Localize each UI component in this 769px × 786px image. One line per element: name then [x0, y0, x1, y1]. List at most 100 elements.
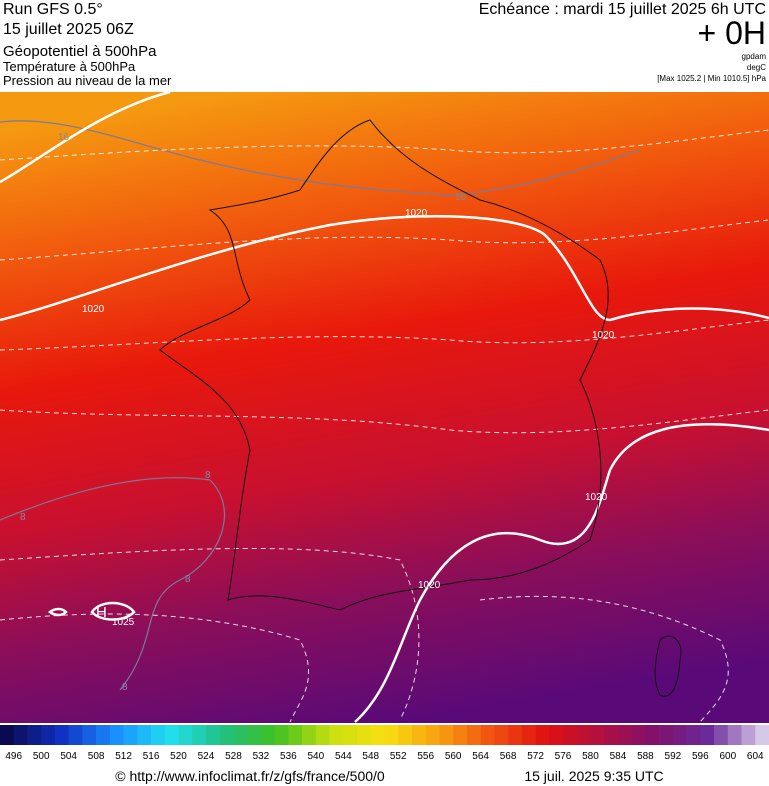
coastline — [159, 119, 609, 611]
scale-label: 604 — [747, 751, 764, 762]
temp-label: 8 — [20, 512, 26, 523]
scale-swatch — [233, 725, 248, 745]
scale-label: 564 — [472, 751, 489, 762]
isoline — [0, 409, 769, 434]
isobar — [0, 215, 769, 322]
scale-swatch — [329, 725, 344, 745]
scale-label: 568 — [500, 751, 517, 762]
range: [Max 1025.2 | Min 1010.5] hPa — [657, 74, 766, 83]
map-background — [0, 92, 769, 723]
scale-label: 552 — [390, 751, 407, 762]
scale-swatch — [398, 725, 413, 745]
scale-swatch — [755, 725, 769, 745]
scale-swatch — [370, 725, 385, 745]
scale-swatch — [425, 725, 440, 745]
isobar-label: 1020 — [418, 580, 441, 591]
pressure-label: Pression au niveau de la mer — [3, 73, 172, 88]
temp-label: 8 — [185, 574, 191, 585]
temp-label: 16 — [58, 132, 70, 143]
scale-swatch — [466, 725, 481, 745]
scale-swatch — [741, 725, 756, 745]
lead-time: + 0H — [698, 15, 766, 51]
variable: Géopotentiel à 500hPa — [3, 43, 157, 60]
isoline — [0, 319, 769, 351]
isoline — [0, 129, 769, 161]
scale-label: 584 — [610, 751, 627, 762]
scale-swatch — [151, 725, 166, 745]
scale-swatch — [13, 725, 28, 745]
scale-swatch — [521, 725, 536, 745]
scale-label: 524 — [198, 751, 215, 762]
scale-label: 508 — [88, 751, 105, 762]
scale-swatch — [68, 725, 83, 745]
temp-label: 8 — [205, 470, 211, 481]
scale-label: 592 — [665, 751, 682, 762]
scale-swatch — [714, 725, 729, 745]
isobar-label: 1020 — [82, 304, 105, 315]
map: 1020 1020 1020 1020 1020 1025 H 16 16 8 … — [0, 90, 769, 723]
scale-swatch — [659, 725, 674, 745]
scale-label: 520 — [170, 751, 187, 762]
scale-swatch — [41, 725, 56, 745]
scale-swatch — [315, 725, 330, 745]
isobar — [90, 601, 136, 621]
scale-swatch — [54, 725, 69, 745]
scale-label: 548 — [362, 751, 379, 762]
color-scale: 496 500 504 508 512 516 520 524 528 532 536 540 544 5… — [0, 725, 769, 762]
scale-swatch — [219, 725, 234, 745]
isobar-label: 1020 — [585, 492, 608, 503]
unit: gpdam — [742, 52, 767, 61]
scale-swatch — [480, 725, 495, 745]
scale-label: 496 — [5, 751, 22, 762]
scale-swatch — [700, 725, 715, 745]
scale-label: 596 — [692, 751, 709, 762]
scale-swatch — [727, 725, 742, 745]
isoline — [0, 613, 310, 723]
scale-swatch — [617, 725, 632, 745]
timestamp: 15 juil. 2025 9:35 UTC — [524, 768, 663, 784]
scale-swatch — [631, 725, 646, 745]
isobar — [0, 90, 171, 184]
scale-swatch — [137, 725, 152, 745]
scale-label: 512 — [115, 751, 132, 762]
isobar-label: 1020 — [592, 330, 615, 341]
scale-swatch — [192, 725, 207, 745]
scale-label: 504 — [60, 751, 77, 762]
scale-label: 532 — [253, 751, 270, 762]
source-url: © http://www.infoclimat.fr/z/gfs/france/… — [115, 768, 385, 784]
scale-swatch — [576, 725, 591, 745]
scale-swatch — [288, 725, 303, 745]
scale-swatch — [645, 725, 660, 745]
scale-swatch — [260, 725, 275, 745]
scale-swatch — [0, 725, 15, 745]
scale-label: 528 — [225, 751, 242, 762]
scale-label: 560 — [445, 751, 462, 762]
scale-swatch — [549, 725, 564, 745]
scale-swatch — [439, 725, 454, 745]
scale-swatch — [302, 725, 317, 745]
scale-label: 580 — [582, 751, 599, 762]
scale-label: 544 — [335, 751, 352, 762]
scale-label: 500 — [33, 751, 50, 762]
scale-swatch — [96, 725, 111, 745]
high-marker: H — [96, 604, 107, 621]
scale-swatch — [109, 725, 124, 745]
scale-swatch — [357, 725, 372, 745]
scale-swatch — [411, 725, 426, 745]
scale-label: 516 — [143, 751, 160, 762]
temp-label: 16 — [455, 192, 467, 203]
scale-swatch — [123, 725, 138, 745]
scale-swatch — [453, 725, 468, 745]
scale-swatch — [563, 725, 578, 745]
scale-swatch — [178, 725, 193, 745]
isobar-label: 1020 — [405, 208, 428, 219]
scale-swatch — [590, 725, 605, 745]
temp-line — [0, 477, 226, 691]
scale-swatch — [274, 725, 289, 745]
isoline — [479, 595, 729, 723]
scale-swatch — [343, 725, 358, 745]
scale-swatch — [247, 725, 262, 745]
scale-swatch — [384, 725, 399, 745]
isoline — [0, 547, 420, 721]
scale-swatch — [494, 725, 509, 745]
